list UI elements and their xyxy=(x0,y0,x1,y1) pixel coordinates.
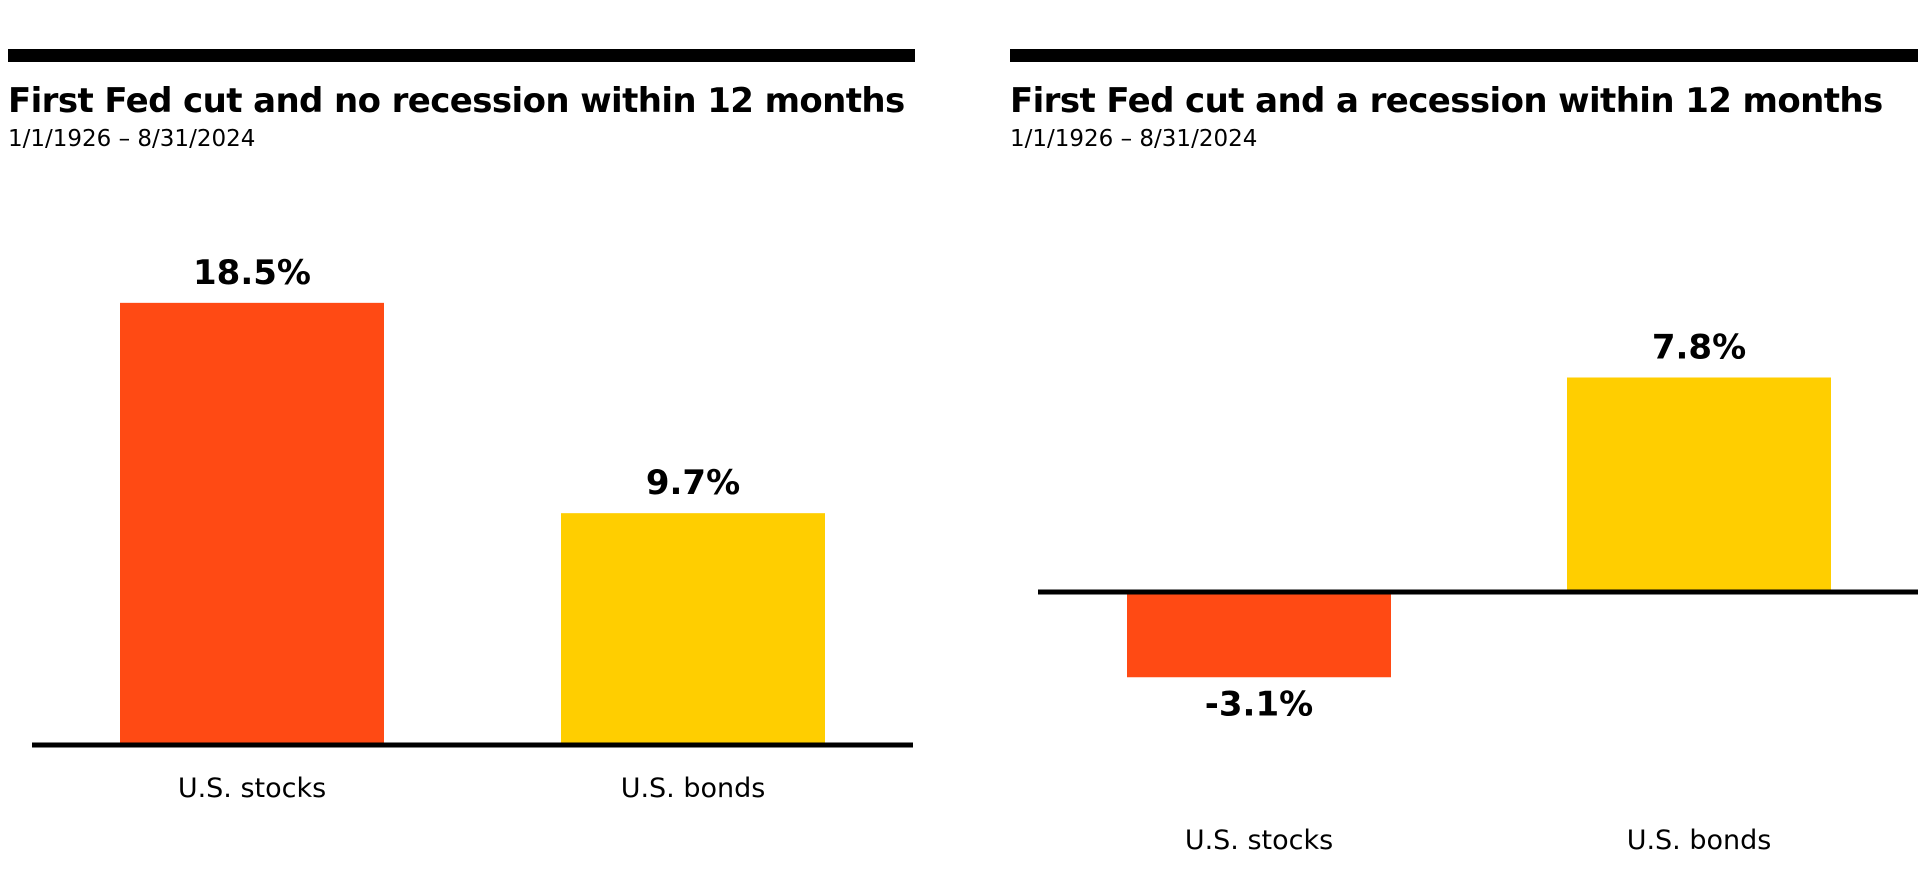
bar-u-s-stocks xyxy=(120,302,384,745)
chart-subtitle: 1/1/1926 – 8/31/2024 xyxy=(8,126,256,152)
data-label: 9.7% xyxy=(646,463,740,503)
bar-chart-no-recession: 18.5% U.S. stocks 9.7% U.S. bonds xyxy=(32,253,913,804)
top-rule xyxy=(1010,49,1918,62)
bar-u-s-bonds xyxy=(1567,377,1831,592)
top-rule xyxy=(8,49,915,62)
bar-u-s-stocks xyxy=(1127,592,1391,678)
chart-panel-no-recession: First Fed cut and no recession within 12… xyxy=(0,0,920,891)
category-label: U.S. stocks xyxy=(1185,825,1333,856)
data-label: -3.1% xyxy=(1205,684,1313,724)
category-label: U.S. bonds xyxy=(621,773,766,804)
bar-chart-recession: -3.1% U.S. stocks 7.8% U.S. bonds xyxy=(1038,328,1918,856)
chart-title: First Fed cut and no recession within 12… xyxy=(8,81,905,121)
bar-u-s-bonds xyxy=(561,513,825,745)
category-label: U.S. bonds xyxy=(1627,825,1772,856)
category-label: U.S. stocks xyxy=(178,773,326,804)
chart-panel-recession: First Fed cut and a recession within 12 … xyxy=(1000,0,1920,891)
chart-title: First Fed cut and a recession within 12 … xyxy=(1010,81,1883,121)
data-label: 7.8% xyxy=(1652,328,1746,368)
chart-subtitle: 1/1/1926 – 8/31/2024 xyxy=(1010,126,1258,152)
data-label: 18.5% xyxy=(193,253,311,293)
